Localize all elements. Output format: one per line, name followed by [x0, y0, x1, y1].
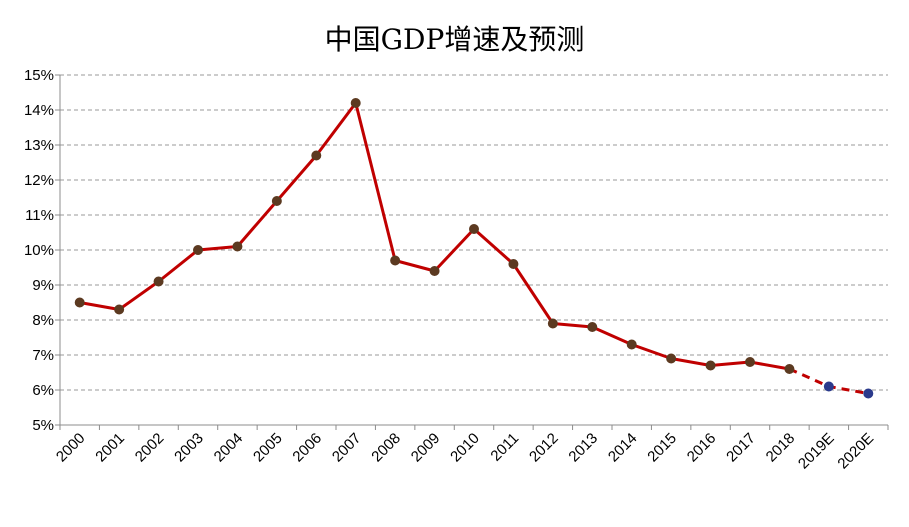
x-tick-label: 2003 [171, 430, 207, 466]
data-point [232, 241, 243, 252]
data-point [350, 98, 361, 108]
y-tick-label: 8% [32, 312, 54, 329]
x-tick-label: 2008 [368, 430, 404, 466]
x-tick-label: 2017 [723, 430, 759, 466]
y-tick-label: 10% [24, 242, 54, 259]
data-point [271, 196, 282, 206]
x-tick-label: 2000 [53, 430, 89, 466]
data-point [508, 259, 519, 269]
x-tick-label: 2005 [250, 430, 286, 466]
x-tick-label: 2007 [329, 430, 365, 466]
y-tick-label: 13% [24, 137, 54, 154]
x-tick-label: 2018 [763, 430, 799, 466]
data-point [153, 276, 164, 287]
x-tick-label: 2014 [605, 430, 641, 466]
data-point [547, 318, 558, 329]
x-tick-label: 2013 [565, 430, 601, 466]
data-point [114, 304, 125, 315]
x-tick-label: 2010 [447, 430, 483, 466]
data-point [587, 322, 598, 332]
x-tick-label: 2015 [644, 430, 680, 466]
x-tick-label: 2011 [487, 430, 522, 465]
data-point [193, 245, 203, 255]
x-tick-label: 2004 [211, 430, 247, 466]
data-point [705, 360, 716, 371]
data-point [74, 297, 85, 308]
data-point [745, 357, 755, 367]
x-tick-label: 2012 [526, 430, 562, 466]
y-tick-label: 15% [24, 67, 54, 84]
x-tick-label: 2009 [408, 430, 444, 466]
data-point-forecast [823, 381, 834, 392]
data-point [429, 266, 440, 276]
y-tick-label: 6% [32, 382, 54, 399]
y-tick-label: 7% [32, 347, 54, 364]
y-tick-label: 14% [24, 102, 54, 119]
x-tick-label: 2002 [132, 430, 168, 466]
data-point-forecast [863, 388, 874, 399]
y-tick-label: 11% [25, 207, 54, 224]
data-point [311, 150, 322, 161]
series-line-actual [79, 101, 790, 371]
data-point [469, 224, 479, 234]
x-tick-label: 2006 [289, 430, 325, 466]
x-tick-label: 2019E [795, 430, 838, 473]
x-tick-label: 2016 [684, 430, 720, 466]
x-tick-label: 2001 [92, 430, 128, 466]
y-tick-label: 5% [32, 417, 54, 434]
chart-title: 中国GDP增速及预测 [324, 23, 585, 56]
y-tick-label: 9% [32, 277, 54, 294]
x-tick-label: 2020E [834, 430, 877, 473]
data-point [784, 364, 795, 374]
data-point [390, 255, 401, 266]
y-tick-label: 12% [24, 172, 54, 189]
data-point [666, 353, 677, 364]
data-point [626, 339, 637, 350]
